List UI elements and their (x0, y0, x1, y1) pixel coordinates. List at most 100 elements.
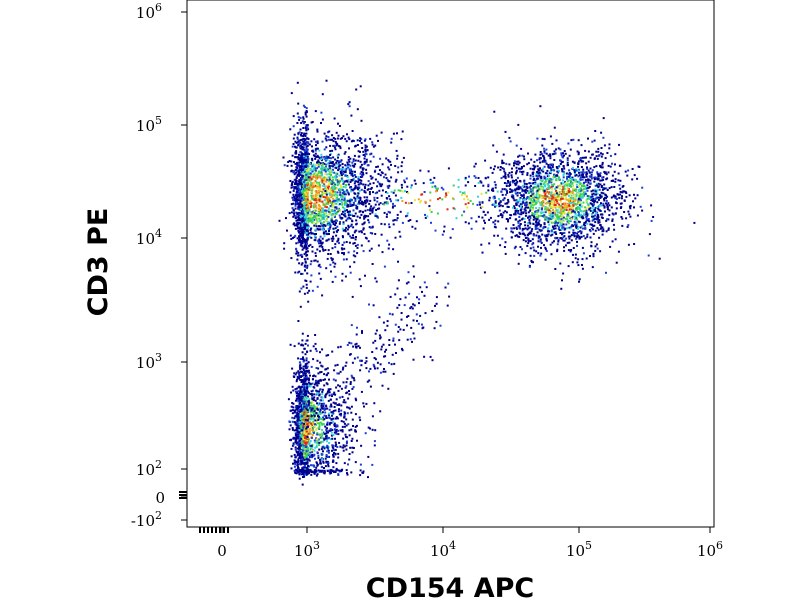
event-dot (348, 105, 351, 108)
event-dot (301, 212, 304, 215)
event-dot (316, 390, 319, 393)
event-dot (312, 221, 315, 224)
event-dot (298, 131, 301, 134)
event-dot (325, 180, 328, 183)
event-dot (526, 173, 529, 176)
event-dot (300, 206, 303, 209)
event-dot (554, 268, 557, 270)
event-dot (518, 213, 521, 216)
event-dot (320, 172, 323, 175)
event-dot (310, 202, 313, 204)
event-dot (534, 213, 537, 216)
event-dot (486, 211, 489, 214)
event-dot (491, 187, 494, 190)
event-dot (527, 191, 530, 194)
event-dot (519, 197, 522, 199)
event-dot (317, 171, 320, 174)
event-dot (641, 186, 644, 189)
event-dot (302, 116, 305, 119)
event-dot (577, 225, 580, 228)
event-dot (533, 254, 536, 257)
event-dot (336, 179, 339, 181)
event-dot (360, 119, 363, 122)
event-dot (323, 218, 325, 221)
event-dot (380, 131, 383, 134)
event-dot (613, 186, 616, 188)
event-dot (315, 163, 318, 166)
event-dot (332, 156, 335, 159)
event-dot (349, 198, 352, 201)
event-dot (510, 174, 513, 177)
event-dot (376, 180, 379, 183)
event-dot (314, 209, 317, 212)
event-dot (290, 455, 293, 458)
event-dot (609, 245, 612, 248)
event-dot (294, 197, 297, 200)
event-dot (371, 211, 374, 214)
event-dot (539, 153, 542, 156)
event-dot (565, 192, 568, 195)
event-dot (531, 172, 534, 174)
event-dot (317, 367, 320, 370)
event-dot (539, 151, 542, 153)
event-dot (311, 400, 314, 403)
event-dot (334, 137, 337, 140)
event-dot (396, 157, 399, 160)
event-dot (586, 168, 589, 170)
event-dot (521, 190, 524, 193)
event-dot (380, 194, 383, 197)
event-dot (316, 285, 319, 288)
event-dot (538, 174, 541, 177)
event-dot (313, 155, 316, 158)
event-dot (344, 164, 347, 167)
event-dot (599, 164, 602, 167)
event-dot (305, 129, 308, 132)
event-dot (571, 224, 574, 227)
event-dot (335, 219, 338, 222)
event-dot (296, 237, 299, 240)
event-dot (347, 214, 350, 217)
event-dot (545, 196, 548, 199)
event-dot (318, 175, 321, 178)
event-dot (301, 202, 304, 204)
event-dot (619, 179, 622, 182)
event-dot (359, 139, 361, 142)
event-dot (356, 197, 359, 200)
event-dot (332, 190, 335, 193)
event-dot (300, 253, 303, 256)
event-dot (319, 176, 322, 179)
event-dot (580, 159, 583, 162)
event-dot (523, 185, 526, 188)
event-dot (305, 210, 308, 212)
event-dot (325, 192, 328, 195)
event-dot (304, 161, 307, 163)
event-dot (359, 463, 362, 466)
event-dot (537, 237, 540, 240)
event-dot (306, 207, 309, 210)
event-dot (548, 192, 551, 195)
event-dot (600, 185, 603, 187)
event-dot (515, 163, 518, 166)
event-dot (355, 88, 358, 91)
event-dot (301, 262, 304, 265)
event-dot (641, 209, 644, 212)
event-dot (498, 202, 501, 204)
event-dot (292, 215, 295, 218)
event-dot (567, 265, 570, 268)
event-dot (589, 179, 592, 182)
event-dot (549, 170, 552, 173)
event-dot (587, 137, 589, 140)
event-dot (577, 153, 580, 156)
event-dot (309, 172, 312, 175)
event-dot (570, 249, 573, 251)
event-dot (303, 179, 306, 182)
event-dot (301, 224, 304, 227)
event-dot (318, 204, 321, 207)
event-dot (333, 184, 336, 187)
event-dot (323, 185, 326, 188)
event-dot (524, 237, 527, 239)
event-dot (566, 218, 569, 221)
event-dot (553, 240, 555, 243)
event-dot (618, 196, 621, 199)
event-dot (333, 163, 336, 166)
